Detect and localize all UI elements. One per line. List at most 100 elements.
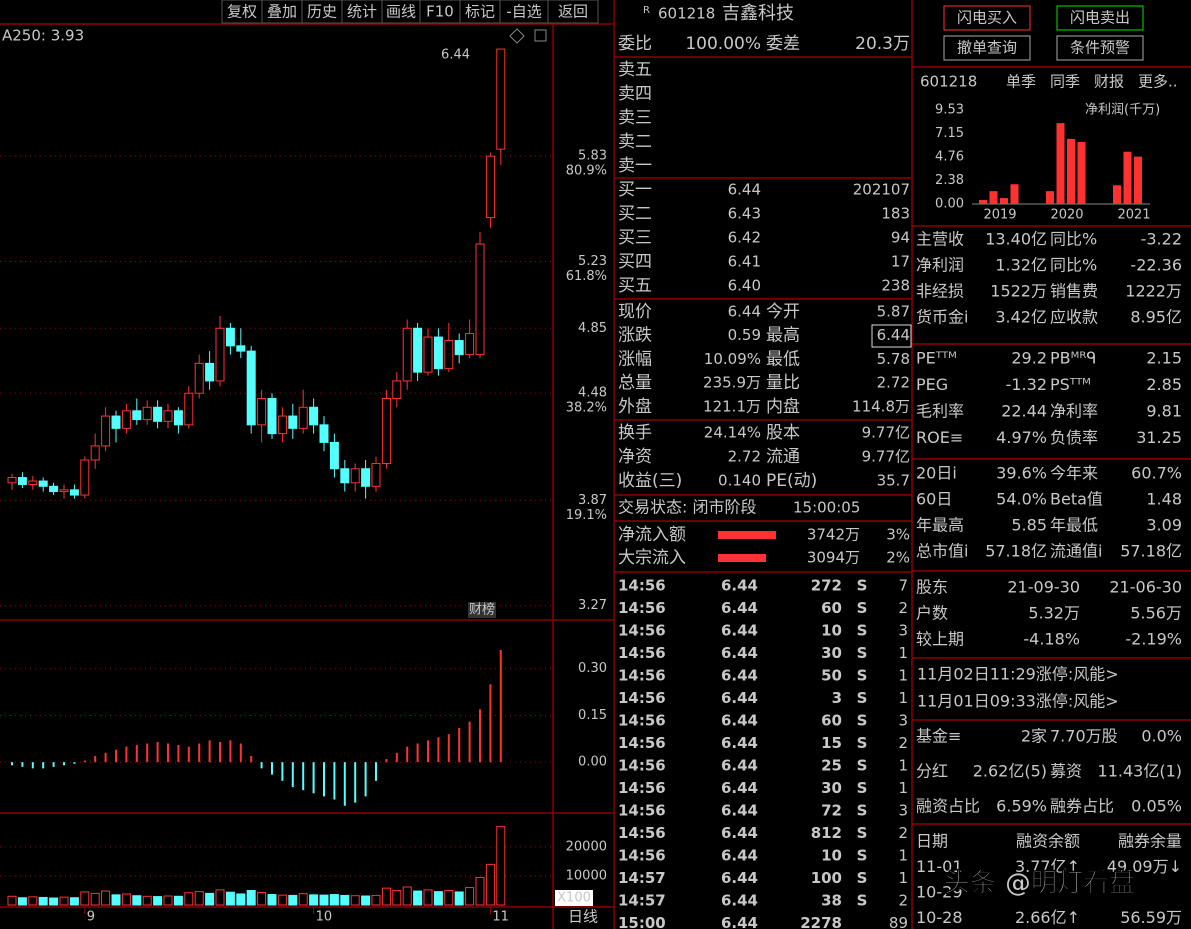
candle-body [267, 398, 277, 435]
stat-label: 外盘 [618, 397, 652, 417]
fin-tab: 财报 [1094, 73, 1124, 91]
candle-body [28, 480, 38, 486]
candle-body [361, 468, 371, 487]
profit-bar [1010, 184, 1019, 204]
info-value: 6.59% [996, 797, 1047, 816]
info-value: -3.22 [1141, 230, 1182, 249]
info-label: 应收款 [1050, 308, 1098, 327]
info-value: 5.56万 [1130, 604, 1182, 623]
stat-value: 6.44 [728, 303, 761, 321]
action-button[interactable] [1056, 35, 1144, 61]
flow-pct: 2% [886, 549, 910, 567]
volume-bar [17, 897, 27, 906]
profit-bar [1077, 141, 1086, 204]
candle-body [309, 406, 319, 426]
action-label: 撤单查询 [957, 39, 1017, 57]
action-button[interactable] [943, 5, 1031, 31]
volume-bar [465, 887, 475, 906]
stat-value: 10.09% [704, 350, 761, 368]
info-label: 20日i [916, 464, 957, 483]
stat-value: 0.59 [728, 326, 761, 344]
info-label: 净利润 [916, 256, 964, 275]
margin-cell: 日期 [916, 832, 948, 851]
candle-body [371, 462, 381, 487]
info-value: 1.32亿 [995, 256, 1047, 275]
trade-volume: 15 [821, 734, 842, 752]
pct-tick-label: 80.9% [566, 164, 607, 179]
trade-count: 1 [898, 644, 908, 662]
info-label: 负债率 [1050, 428, 1098, 447]
info-value: 11.43亿(1) [1098, 762, 1182, 781]
info-value: 0.05% [1131, 797, 1182, 816]
info-label: 较上期 [916, 630, 964, 649]
info-value: 31.25 [1136, 428, 1182, 447]
period-label: 日线 [568, 908, 598, 926]
trade-count: 1 [898, 847, 908, 865]
info-value: 2.85 [1146, 375, 1182, 394]
trade-side: S [857, 847, 868, 865]
volume-bar [215, 889, 225, 906]
ratio-cell: 委比 [618, 34, 652, 54]
action-button[interactable] [943, 35, 1031, 61]
info-value: 5.32万 [1028, 604, 1080, 623]
bid-volume: 17 [891, 253, 910, 271]
trade-count: 1 [898, 779, 908, 797]
info-value: 5.85 [1011, 516, 1047, 535]
badge: 财榜 [469, 602, 495, 618]
info-label: 同比% [1050, 230, 1097, 249]
toolbar-label: 历史 [307, 3, 337, 21]
toolbar-button[interactable] [547, 0, 599, 24]
volume-bar [298, 893, 308, 906]
pct-tick-label: 38.2% [566, 401, 607, 416]
toolbar-label: 统计 [347, 3, 377, 21]
trade-price: 6.44 [721, 869, 758, 887]
trade-price: 6.44 [721, 847, 758, 865]
volume-bar [329, 894, 339, 906]
candle-body [350, 468, 360, 484]
candle-body [423, 336, 433, 373]
info-value: -2.19% [1125, 630, 1182, 649]
volume-bar [142, 895, 152, 906]
stat-label: 最低 [766, 349, 800, 369]
profit-label: 净利润(千万) [1085, 103, 1160, 118]
trade-time: 14:56 [618, 712, 666, 730]
margin-cell: 融资余额 [1016, 832, 1080, 851]
volume-bar [475, 876, 485, 906]
badge-bg [468, 602, 496, 618]
profit-bar [989, 191, 998, 204]
toolbar-label: 画线 [386, 3, 416, 21]
stat-label: 总量 [618, 373, 652, 393]
info-label: Beta值 [1050, 490, 1103, 509]
info-value: 39.6% [996, 464, 1047, 483]
info-label: PEᵀᵀᴹ [916, 349, 957, 368]
candle-body [59, 489, 69, 493]
candle-body [496, 48, 506, 150]
info-label: PEG [916, 375, 948, 394]
trade-side: S [857, 667, 868, 685]
action-label: 条件预警 [1070, 39, 1130, 57]
volume-bar [454, 891, 464, 906]
y-tick-label: 5.83 [578, 149, 607, 164]
trade-time: 14:56 [618, 689, 666, 707]
toolbar-label: -自选 [506, 3, 541, 21]
trade-side: S [857, 802, 868, 820]
trade-side: S [857, 689, 868, 707]
volume-bar [402, 886, 412, 906]
info-value: 57.18亿 [985, 542, 1047, 561]
action-button[interactable] [1056, 5, 1144, 31]
flow-value: 3094万 [807, 549, 860, 567]
stat-value: 9.77亿 [862, 424, 910, 442]
bid-label: 买二 [618, 204, 652, 224]
candle-body [101, 415, 111, 447]
info-label: 7.70万股 [1050, 727, 1118, 746]
trade-volume: 30 [821, 779, 842, 797]
volume-bar [444, 889, 454, 906]
flow-label: 净流入额 [618, 525, 686, 545]
info-label: 户数 [916, 604, 948, 623]
toolbar-label: 复权 [227, 3, 257, 21]
trade-volume: 30 [821, 644, 842, 662]
volume-bar [340, 894, 350, 906]
trade-price: 6.44 [721, 577, 758, 595]
y-tick-label: 0.30 [578, 661, 607, 676]
